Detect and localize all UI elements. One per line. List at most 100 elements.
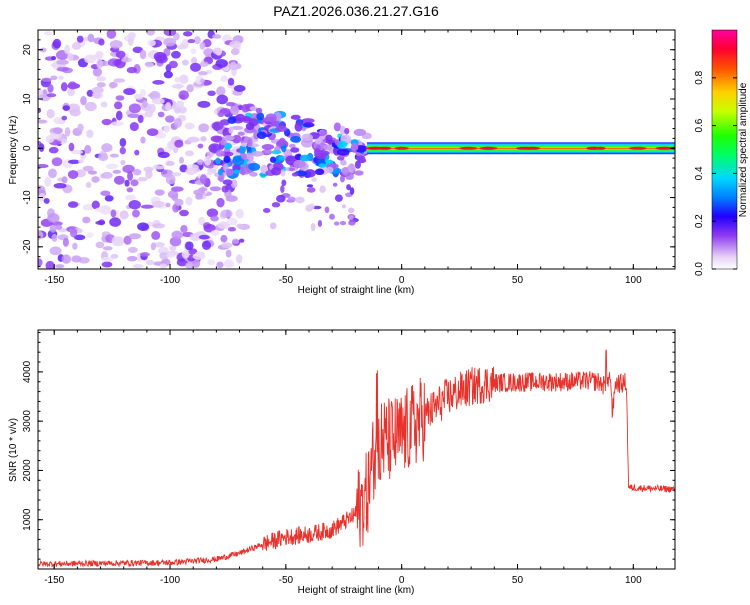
spectral-peak <box>459 146 478 150</box>
spectral-blob <box>67 159 81 165</box>
spectral-blob <box>317 159 326 164</box>
spectral-blob <box>207 259 216 266</box>
spectral-blob <box>344 127 350 135</box>
spectral-blob <box>115 110 123 121</box>
spectral-blob <box>246 138 253 147</box>
spectral-blob <box>207 90 216 96</box>
snr-y-ticks: 1000 2000 3000 4000 <box>22 331 675 560</box>
spectral-blob <box>165 174 176 185</box>
spectral-blob <box>52 127 63 135</box>
spectral-blob <box>125 194 136 201</box>
spectral-blob <box>45 260 55 269</box>
spectrogram-y-ticks: -20 -10 0 10 20 <box>22 29 675 268</box>
spectral-blob <box>199 61 209 67</box>
spectral-blob <box>129 122 139 132</box>
spectral-blob <box>144 61 155 68</box>
spectral-blob <box>301 118 315 124</box>
spectral-blob <box>314 168 325 176</box>
spectral-blob <box>159 252 169 260</box>
colorbar-tick-label: 0.2 <box>694 214 705 228</box>
spectral-blob <box>171 172 182 177</box>
spectral-blob <box>96 76 107 82</box>
spectral-blob <box>108 81 118 89</box>
spectral-blob <box>349 187 355 195</box>
spectrogram-y-tick-label: 20 <box>22 44 33 56</box>
spectral-blob <box>255 107 263 114</box>
spectral-blob <box>206 208 219 218</box>
spectral-blob <box>208 143 221 154</box>
spectral-blob <box>85 181 92 188</box>
spectral-blob <box>198 216 206 226</box>
spectral-blob <box>291 172 299 177</box>
spectral-blob <box>226 217 238 226</box>
spectral-blob <box>69 108 81 117</box>
spectral-blob <box>171 84 185 89</box>
spectral-blob <box>219 108 231 114</box>
spectral-blob <box>147 39 156 47</box>
spectral-blob <box>325 134 333 142</box>
spectral-blob <box>302 122 315 128</box>
spectral-blob <box>95 241 105 249</box>
spectral-blob <box>178 156 185 164</box>
spectral-blob <box>51 233 58 242</box>
spectral-blob <box>210 229 220 236</box>
spectral-main-band <box>365 142 675 155</box>
spectral-blob <box>238 238 245 243</box>
spectral-blob <box>185 261 194 269</box>
spectral-blob <box>146 30 155 36</box>
spectral-blob <box>341 204 347 209</box>
spectral-blob <box>306 184 314 188</box>
spectral-blob <box>221 242 233 249</box>
spectral-blob <box>197 143 204 149</box>
spectral-blob <box>290 147 300 153</box>
spectral-blob <box>38 164 49 169</box>
spectral-blob <box>248 162 261 171</box>
spectral-blob <box>134 149 140 156</box>
spectral-blob <box>275 125 288 132</box>
spectral-blob <box>201 240 212 250</box>
spectral-blob <box>98 38 105 46</box>
spectral-blob <box>270 167 282 176</box>
spectral-blob <box>84 144 92 154</box>
spectral-blob <box>182 38 190 45</box>
spectral-blob <box>220 75 228 82</box>
spectral-blob <box>211 121 224 131</box>
spectral-blob <box>137 222 149 231</box>
spectrogram-x-tick-label: -50 <box>279 275 294 286</box>
spectral-blob <box>184 122 195 130</box>
spectral-blob <box>48 168 57 179</box>
spectral-blob <box>67 201 79 208</box>
spectral-blob <box>50 75 58 81</box>
spectral-blob <box>227 116 237 124</box>
spectral-blob <box>198 71 208 76</box>
spectral-blob <box>46 93 57 98</box>
spectral-blob <box>190 57 198 65</box>
spectral-blob <box>281 179 287 187</box>
spectral-blob <box>249 106 258 111</box>
spectral-blob <box>332 182 338 187</box>
spectral-blob <box>96 82 106 88</box>
spectral-blob <box>345 172 354 181</box>
spectral-blob <box>151 98 165 105</box>
spectral-blob <box>204 155 212 166</box>
spectral-blob <box>119 146 126 155</box>
colorbar-tick-label: 0.4 <box>694 166 705 180</box>
spectral-blob <box>179 74 189 84</box>
spectral-blob <box>150 242 156 251</box>
spectral-blob <box>109 217 122 227</box>
spectral-blob <box>212 47 222 55</box>
spectral-blob <box>163 125 170 134</box>
spectral-blob <box>354 170 364 176</box>
spectral-blob <box>221 185 229 193</box>
spectral-blob <box>220 139 227 146</box>
spectral-blob <box>232 169 240 174</box>
spectral-blob <box>44 31 53 36</box>
spectral-blob <box>100 101 108 108</box>
spectral-blob <box>112 169 122 174</box>
spectral-blob <box>62 105 70 111</box>
spectral-blob <box>68 142 75 152</box>
spectral-blob <box>142 100 148 109</box>
spectral-blob <box>102 246 113 251</box>
spectral-blob <box>231 134 242 144</box>
